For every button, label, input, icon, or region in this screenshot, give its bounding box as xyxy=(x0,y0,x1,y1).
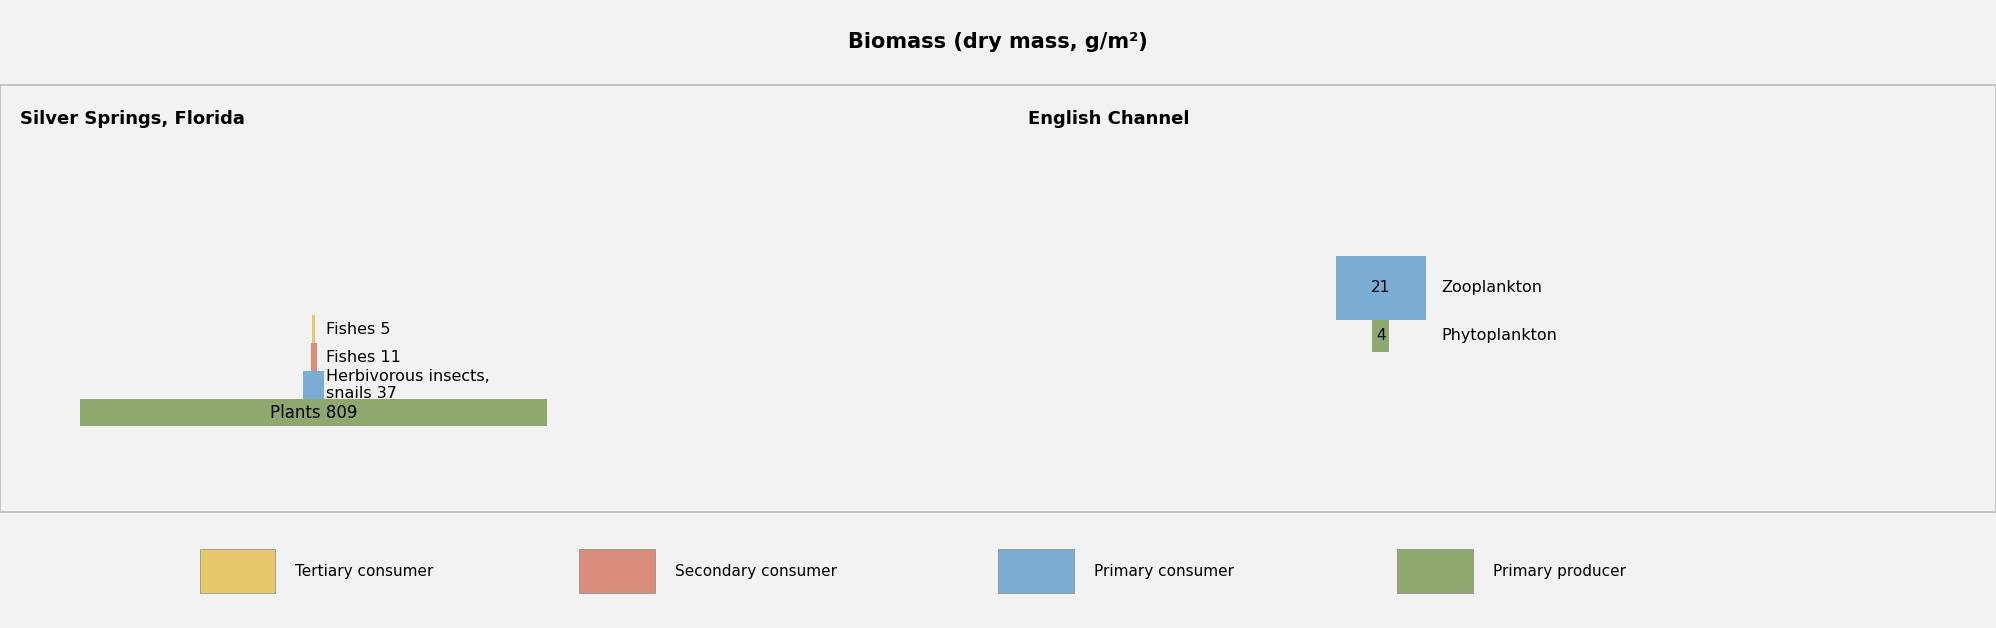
Bar xyxy=(1335,256,1425,320)
Bar xyxy=(311,343,317,371)
Text: Fishes 5: Fishes 5 xyxy=(325,322,391,337)
Text: Silver Springs, Florida: Silver Springs, Florida xyxy=(20,111,246,128)
Text: English Channel: English Channel xyxy=(1028,111,1190,128)
Text: Fishes 11: Fishes 11 xyxy=(325,350,401,364)
Text: Herbivorous insects,
snails 37: Herbivorous insects, snails 37 xyxy=(325,369,489,401)
Bar xyxy=(80,399,547,426)
Text: Biomass (dry mass, g/m²): Biomass (dry mass, g/m²) xyxy=(848,33,1148,52)
FancyBboxPatch shape xyxy=(579,549,655,593)
FancyBboxPatch shape xyxy=(998,549,1074,593)
Text: Phytoplankton: Phytoplankton xyxy=(1441,328,1557,343)
Text: 4: 4 xyxy=(1375,328,1385,343)
Text: Primary producer: Primary producer xyxy=(1493,563,1627,578)
Bar xyxy=(311,315,315,343)
FancyBboxPatch shape xyxy=(200,549,275,593)
Bar xyxy=(1373,320,1389,352)
Text: Secondary consumer: Secondary consumer xyxy=(675,563,836,578)
Text: Tertiary consumer: Tertiary consumer xyxy=(295,563,433,578)
Text: Plants 809: Plants 809 xyxy=(269,404,357,421)
Text: Primary consumer: Primary consumer xyxy=(1094,563,1234,578)
Text: 21: 21 xyxy=(1371,280,1391,295)
Text: Zooplankton: Zooplankton xyxy=(1441,280,1543,295)
FancyBboxPatch shape xyxy=(1397,549,1473,593)
Bar xyxy=(303,371,325,399)
